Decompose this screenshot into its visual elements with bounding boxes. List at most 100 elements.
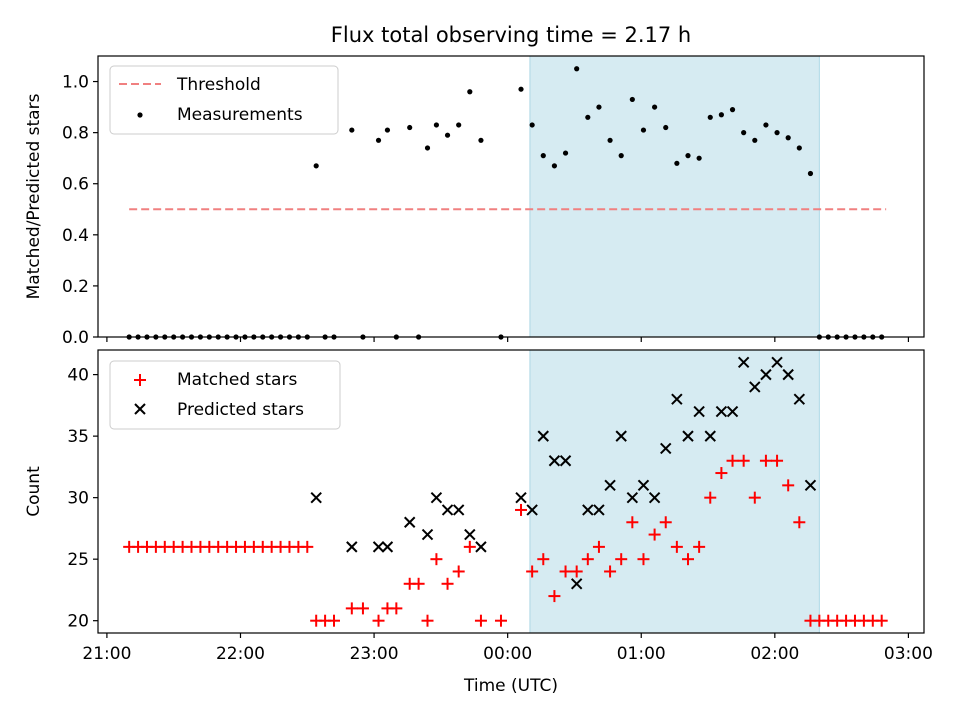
predicted-stars-point: [381, 541, 394, 553]
measurement-point: [433, 122, 440, 128]
measurement-point: [696, 155, 702, 161]
predicted-stars-point: [570, 578, 583, 590]
predicted-stars-point: [804, 479, 817, 492]
matched-stars-point: [875, 614, 888, 627]
measurement-point: [674, 160, 680, 166]
legend-measurements-swatch: [137, 112, 143, 118]
predicted-stars-point: [441, 504, 454, 516]
predicted-stars-point: [593, 504, 605, 516]
chart-title: Flux total observing time = 2.17 h: [331, 23, 691, 47]
y-tick-label: 35: [67, 427, 89, 447]
measurement-point: [752, 137, 758, 143]
matched-stars-point: [345, 602, 358, 615]
predicted-stars-point: [671, 393, 683, 405]
predicted-stars-point: [648, 491, 661, 504]
matched-stars-point: [372, 614, 385, 627]
x-tick-label: 02:00: [750, 644, 799, 664]
predicted-stars-point: [464, 528, 476, 541]
matched-stars-point: [441, 577, 454, 590]
predicted-stars-point: [430, 491, 443, 504]
matched-stars-point: [570, 565, 583, 578]
matched-stars-point: [615, 553, 628, 566]
matched-stars-point: [748, 491, 761, 504]
predicted-stars-point: [604, 479, 616, 492]
predicted-stars-point: [537, 430, 549, 442]
matched-stars-point: [726, 454, 739, 467]
predicted-stars-point: [626, 491, 639, 504]
measurement-point: [774, 130, 780, 136]
predicted-stars-point: [421, 528, 434, 541]
y-tick-label: 0.0: [62, 328, 89, 348]
measurement-point: [551, 163, 558, 169]
matched-stars-point: [412, 577, 425, 590]
y-tick-label: 0.8: [62, 124, 89, 144]
x-tick-label: 01:00: [617, 644, 666, 664]
matched-stars-point: [626, 516, 639, 529]
ratio-panel-frame: [97, 55, 925, 338]
measurement-point: [796, 145, 802, 151]
matched-stars-point: [737, 454, 750, 467]
ratio-panel-x-ticks: [106, 337, 910, 342]
measurement-point: [574, 66, 580, 72]
legend-predicted-label: Predicted stars: [177, 400, 304, 420]
measurement-point: [540, 153, 546, 159]
matched-stars-point: [356, 602, 369, 615]
matched-stars-point: [693, 540, 706, 553]
measurement-point: [596, 104, 602, 110]
measurement-point: [629, 96, 635, 103]
measurement-point: [640, 127, 647, 133]
measurement-point: [478, 137, 484, 143]
matched-stars-point: [581, 553, 594, 566]
x-tick-label: 03:00: [884, 644, 933, 664]
measurement-point: [618, 153, 624, 159]
predicted-stars-point: [515, 491, 527, 504]
measurement-point: [707, 114, 713, 120]
matched-stars-point: [793, 516, 806, 529]
measurement-point: [375, 137, 382, 143]
predicted-stars-point: [452, 504, 465, 516]
y-tick-label: 40: [67, 366, 89, 386]
matched-stars-point: [430, 553, 443, 566]
measurement-point: [607, 137, 613, 143]
matched-stars-point: [548, 590, 561, 603]
matched-stars-point: [682, 553, 694, 566]
predicted-stars-point: [704, 430, 716, 442]
matched-stars-point: [637, 553, 650, 566]
predicted-stars-point: [749, 381, 761, 393]
matched-stars-point: [670, 540, 683, 553]
predicted-stars-point: [682, 430, 694, 442]
measurement-point: [685, 153, 691, 159]
predicted-stars-point: [715, 405, 728, 418]
ratio-panel-highlight-span: [529, 55, 820, 338]
predicted-stars-point: [559, 455, 572, 467]
matched-stars-point: [301, 540, 314, 553]
predicted-stars-point: [372, 541, 385, 553]
matched-stars-point: [452, 565, 465, 578]
count-panel-marks: [123, 356, 888, 627]
measurement-point: [467, 89, 473, 95]
matched-stars-point: [592, 540, 605, 553]
predicted-stars-point: [793, 393, 806, 405]
measurement-point: [444, 132, 451, 138]
count-panel-highlight-span: [529, 349, 820, 634]
x-tick-label: 21:00: [82, 644, 131, 664]
count-panel-y-ticks: 20 25 30 35 40: [67, 366, 98, 632]
matched-stars-point: [474, 614, 487, 627]
predicted-stars-point: [760, 368, 772, 381]
x-tick-label: 22:00: [216, 644, 265, 664]
measurement-point: [663, 124, 669, 131]
matched-stars-point: [715, 467, 728, 480]
measurement-point: [741, 130, 747, 136]
y-tick-label: 0.4: [62, 226, 89, 246]
matched-stars-point: [759, 454, 772, 467]
measurement-point: [384, 127, 391, 133]
legend-threshold-label: Threshold: [176, 75, 261, 95]
measurement-point: [807, 170, 814, 177]
legend-measurements-label: Measurements: [177, 105, 303, 125]
matched-stars-point: [328, 614, 340, 627]
predicted-stars-point: [737, 356, 750, 369]
count-panel-y-axis-label: Count: [24, 466, 44, 517]
predicted-stars-point: [403, 516, 416, 528]
y-tick-label: 30: [67, 489, 89, 509]
measurement-point: [518, 86, 524, 92]
